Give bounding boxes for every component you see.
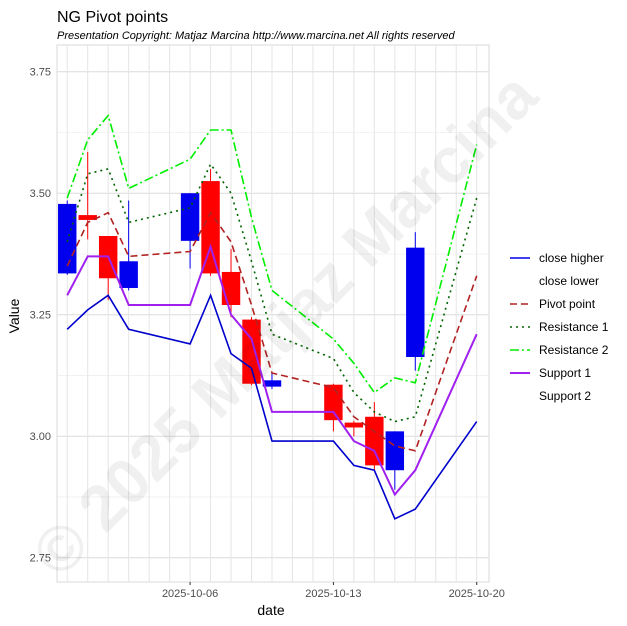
candle-body-lower bbox=[201, 181, 220, 274]
y-tick-label: 2.75 bbox=[30, 553, 51, 565]
candle-body-lower bbox=[242, 319, 261, 384]
plot-panel: 2.75 3.00 3.25 3.50 3.75 2025-10-06 2025-10-13… bbox=[30, 44, 505, 600]
candle-body-higher bbox=[180, 193, 200, 241]
candle-body-lower bbox=[324, 384, 343, 421]
x-tick-label: 2025-10-13 bbox=[305, 588, 361, 600]
legend: close higher close lower Pivot point Resist… bbox=[510, 251, 609, 403]
series-line-support1 bbox=[66, 243, 478, 497]
candle-body-higher bbox=[262, 380, 282, 387]
candle-body-higher bbox=[58, 203, 77, 274]
candle-body-lower bbox=[221, 271, 241, 305]
y-tick-label: 3.00 bbox=[30, 431, 51, 443]
x-axis-title: date bbox=[257, 602, 284, 618]
legend-label-support1: Support 1 bbox=[539, 366, 591, 380]
legend-label-support2: Support 2 bbox=[539, 389, 591, 403]
legend-label-pivot: Pivot point bbox=[539, 297, 596, 311]
legend-label-close_higher: close higher bbox=[539, 251, 604, 265]
candle-body-lower bbox=[365, 416, 384, 466]
x-tick-label: 2025-10-20 bbox=[449, 588, 505, 600]
y-tick-label: 3.75 bbox=[30, 67, 51, 79]
candle-body-lower bbox=[78, 215, 97, 220]
chart-subtitle: Presentation Copyright: Matjaz Marcina h… bbox=[57, 30, 455, 42]
candle-body-higher bbox=[119, 261, 138, 288]
y-axis-title: Value bbox=[6, 298, 22, 333]
legend-label-resistance2: Resistance 2 bbox=[539, 343, 609, 357]
series-line-resistance1 bbox=[66, 162, 478, 423]
legend-label-close_lower: close lower bbox=[539, 274, 599, 288]
candle-body-higher bbox=[406, 247, 425, 357]
y-tick-label: 3.25 bbox=[30, 310, 51, 322]
candle-body-lower bbox=[344, 422, 364, 428]
legend-label-resistance1: Resistance 1 bbox=[539, 320, 609, 334]
candle-body-higher bbox=[385, 431, 405, 471]
series-line-support2 bbox=[66, 293, 478, 520]
y-tick-label: 3.50 bbox=[30, 188, 51, 200]
x-tick-label: 2025-10-06 bbox=[162, 588, 218, 600]
chart-title: NG Pivot points bbox=[57, 9, 168, 26]
